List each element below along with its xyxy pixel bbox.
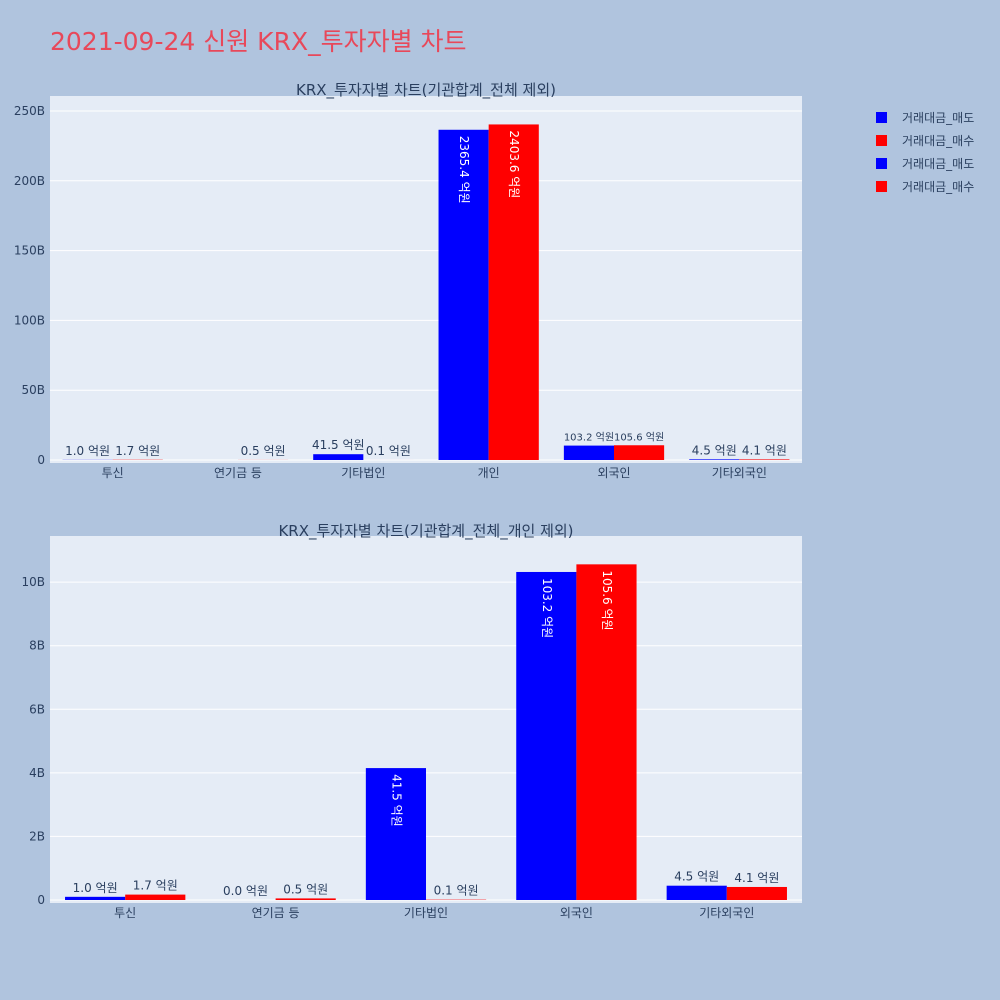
legend-item[interactable]: 거래대금_매수 — [876, 175, 974, 198]
x-tick-label: 기타법인 — [404, 906, 448, 920]
data-label: 103.2 억원 — [540, 578, 554, 638]
legend-swatch-buy — [876, 135, 887, 146]
bar — [689, 459, 740, 460]
legend-label: 거래대금_매수 — [902, 180, 975, 194]
data-label: 1.0 억원 — [73, 881, 118, 895]
bar — [365, 768, 426, 900]
legend-item[interactable]: 거래대금_매도 — [876, 106, 974, 129]
bar — [488, 124, 539, 460]
data-label: 0.1 억원 — [434, 884, 479, 898]
y-tick-label: 50B — [21, 383, 45, 397]
legend-item[interactable]: 거래대금_매도 — [876, 152, 974, 175]
x-tick-label: 연기금 등 — [214, 466, 262, 480]
chart-title: KRX_투자자별 차트(기관합계_전체 제외) — [296, 81, 556, 100]
data-label: 4.5 억원 — [674, 870, 719, 884]
bar — [125, 894, 186, 900]
legend-swatch-sell — [876, 112, 887, 123]
data-label: 105.6 억원 — [600, 570, 614, 630]
data-label: 2365.4 억원 — [457, 136, 471, 204]
legend-label: 거래대금_매수 — [902, 134, 975, 148]
bar — [563, 445, 614, 460]
x-tick-label: 투신 — [102, 466, 124, 480]
y-tick-label: 100B — [14, 313, 45, 327]
y-tick-label: 6B — [29, 702, 45, 716]
data-label: 1.7 억원 — [115, 444, 160, 458]
y-tick-label: 2B — [29, 829, 45, 843]
legend-swatch-buy — [876, 181, 887, 192]
data-label: 1.0 억원 — [65, 444, 110, 458]
bar — [65, 896, 126, 900]
x-tick-label: 개인 — [478, 466, 500, 480]
x-tick-label: 연기금 등 — [252, 906, 300, 920]
legend-item[interactable]: 거래대금_매수 — [876, 129, 974, 152]
legend-label: 거래대금_매도 — [902, 157, 975, 171]
x-tick-label: 기타외국인 — [712, 466, 767, 480]
bar — [438, 129, 489, 460]
y-tick-label: 150B — [14, 244, 45, 258]
bar — [516, 571, 577, 900]
data-label: 4.1 억원 — [734, 871, 779, 885]
bar — [726, 886, 787, 900]
data-label: 2403.6 억원 — [507, 130, 521, 198]
data-label: 103.2 억원 — [564, 432, 614, 444]
y-tick-label: 10B — [21, 575, 45, 589]
legend-swatch-sell — [876, 158, 887, 169]
legend: 거래대금_매도 거래대금_매수 거래대금_매도 거래대금_매수 — [876, 106, 974, 198]
plot-background — [50, 96, 802, 463]
bar — [576, 564, 637, 900]
y-tick-label: 4B — [29, 766, 45, 780]
x-tick-label: 투신 — [114, 906, 136, 920]
x-tick-label: 외국인 — [560, 906, 593, 920]
bar — [313, 454, 364, 460]
y-tick-label: 8B — [29, 639, 45, 653]
y-tick-label: 250B — [14, 104, 45, 118]
data-label: 41.5 억원 — [312, 438, 365, 452]
data-label: 105.6 억원 — [614, 431, 664, 443]
legend-label: 거래대금_매도 — [902, 111, 975, 125]
y-tick-label: 200B — [14, 174, 45, 188]
page-title: 2021-09-24 신원 KRX_투자자별 차트 — [50, 27, 467, 56]
data-label: 0.0 억원 — [223, 884, 268, 898]
bar — [275, 898, 336, 900]
chart-title: KRX_투자자별 차트(기관합계_전체_개인 제외) — [278, 522, 573, 541]
bar — [739, 459, 790, 460]
x-tick-label: 외국인 — [597, 466, 630, 480]
bar — [666, 885, 727, 900]
data-label: 0.5 억원 — [241, 444, 286, 458]
data-label: 4.1 억원 — [742, 443, 787, 457]
x-tick-label: 기타외국인 — [699, 906, 754, 920]
data-label: 4.5 억원 — [692, 443, 737, 457]
y-tick-label: 0 — [37, 453, 45, 467]
y-tick-label: 0 — [37, 893, 45, 907]
data-label: 0.5 억원 — [283, 882, 328, 896]
x-tick-label: 기타법인 — [341, 466, 385, 480]
data-label: 41.5 억원 — [389, 774, 403, 827]
bar — [614, 445, 665, 460]
data-label: 0.1 억원 — [366, 444, 411, 458]
data-label: 1.7 억원 — [133, 879, 178, 893]
